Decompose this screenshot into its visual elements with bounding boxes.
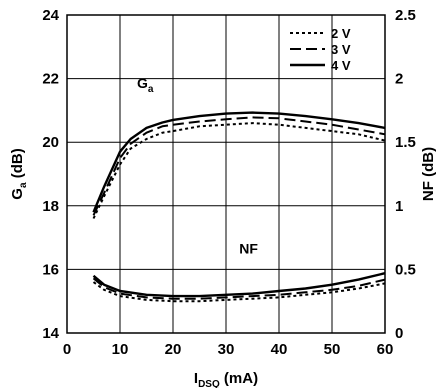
x-tick-label: 30	[218, 341, 235, 358]
y-right-axis-title: NF (dB)	[420, 147, 437, 201]
y-left-title-main: G	[9, 188, 26, 200]
y-right-tick-label: 1.5	[395, 134, 416, 151]
x-tick-label: 40	[271, 341, 288, 358]
ga-annotation-sub: a	[148, 84, 154, 95]
nf-line-3v	[92, 277, 386, 300]
nf-line-4v	[92, 272, 386, 298]
legend: 2 V3 V4 V	[290, 26, 351, 73]
plot-frame	[66, 14, 386, 334]
y-right-tick-label: 1	[395, 198, 403, 215]
ga-annotation: Ga	[137, 75, 154, 95]
x-tick-label: 50	[324, 341, 341, 358]
x-tick-label: 20	[165, 341, 182, 358]
ga-line-2v	[92, 122, 386, 219]
legend-label: 3 V	[331, 42, 351, 57]
legend-label: 4 V	[331, 58, 351, 73]
grid-layer	[67, 15, 385, 333]
y-left-tick-label: 24	[42, 7, 59, 24]
nf-annotation: NF	[239, 241, 258, 257]
y-left-tick-label: 22	[42, 71, 59, 88]
y-right-tick-label: 2.5	[395, 7, 416, 24]
legend-label: 2 V	[331, 26, 351, 41]
y-left-title-unit: (dB)	[9, 148, 26, 182]
y-left-axis-title: Ga (dB)	[9, 148, 29, 199]
y-right-tick-label: 0	[395, 325, 403, 342]
y-left-tick-label: 14	[42, 325, 59, 342]
series-layer	[92, 111, 386, 303]
y-left-tick-label: 18	[42, 198, 59, 215]
x-tick-label: 0	[63, 341, 71, 358]
y-left-tick-label: 20	[42, 134, 59, 151]
x-tick-label: 10	[112, 341, 129, 358]
tick-layer: 0 10 20 30 40 50 60 14 16 18 20 22 24 0 0.5 1 1.5 2 2.5	[42, 7, 416, 358]
nf-line-2v	[92, 281, 386, 303]
y-right-tick-label: 0.5	[395, 261, 416, 278]
ga-annotation-main: G	[137, 75, 148, 91]
ga-line-3v	[92, 116, 386, 216]
x-axis-title: IDSQ (mA)	[194, 370, 258, 388]
y-left-title-sub: a	[18, 182, 29, 188]
y-right-tick-label: 2	[395, 71, 403, 88]
ga-line-4v	[92, 111, 386, 213]
x-tick-label: 60	[377, 341, 394, 358]
x-title-sub: DSQ	[198, 379, 220, 388]
x-title-unit: (mA)	[220, 370, 258, 387]
y-left-tick-label: 16	[42, 261, 59, 278]
x-title-main: I	[194, 370, 198, 387]
